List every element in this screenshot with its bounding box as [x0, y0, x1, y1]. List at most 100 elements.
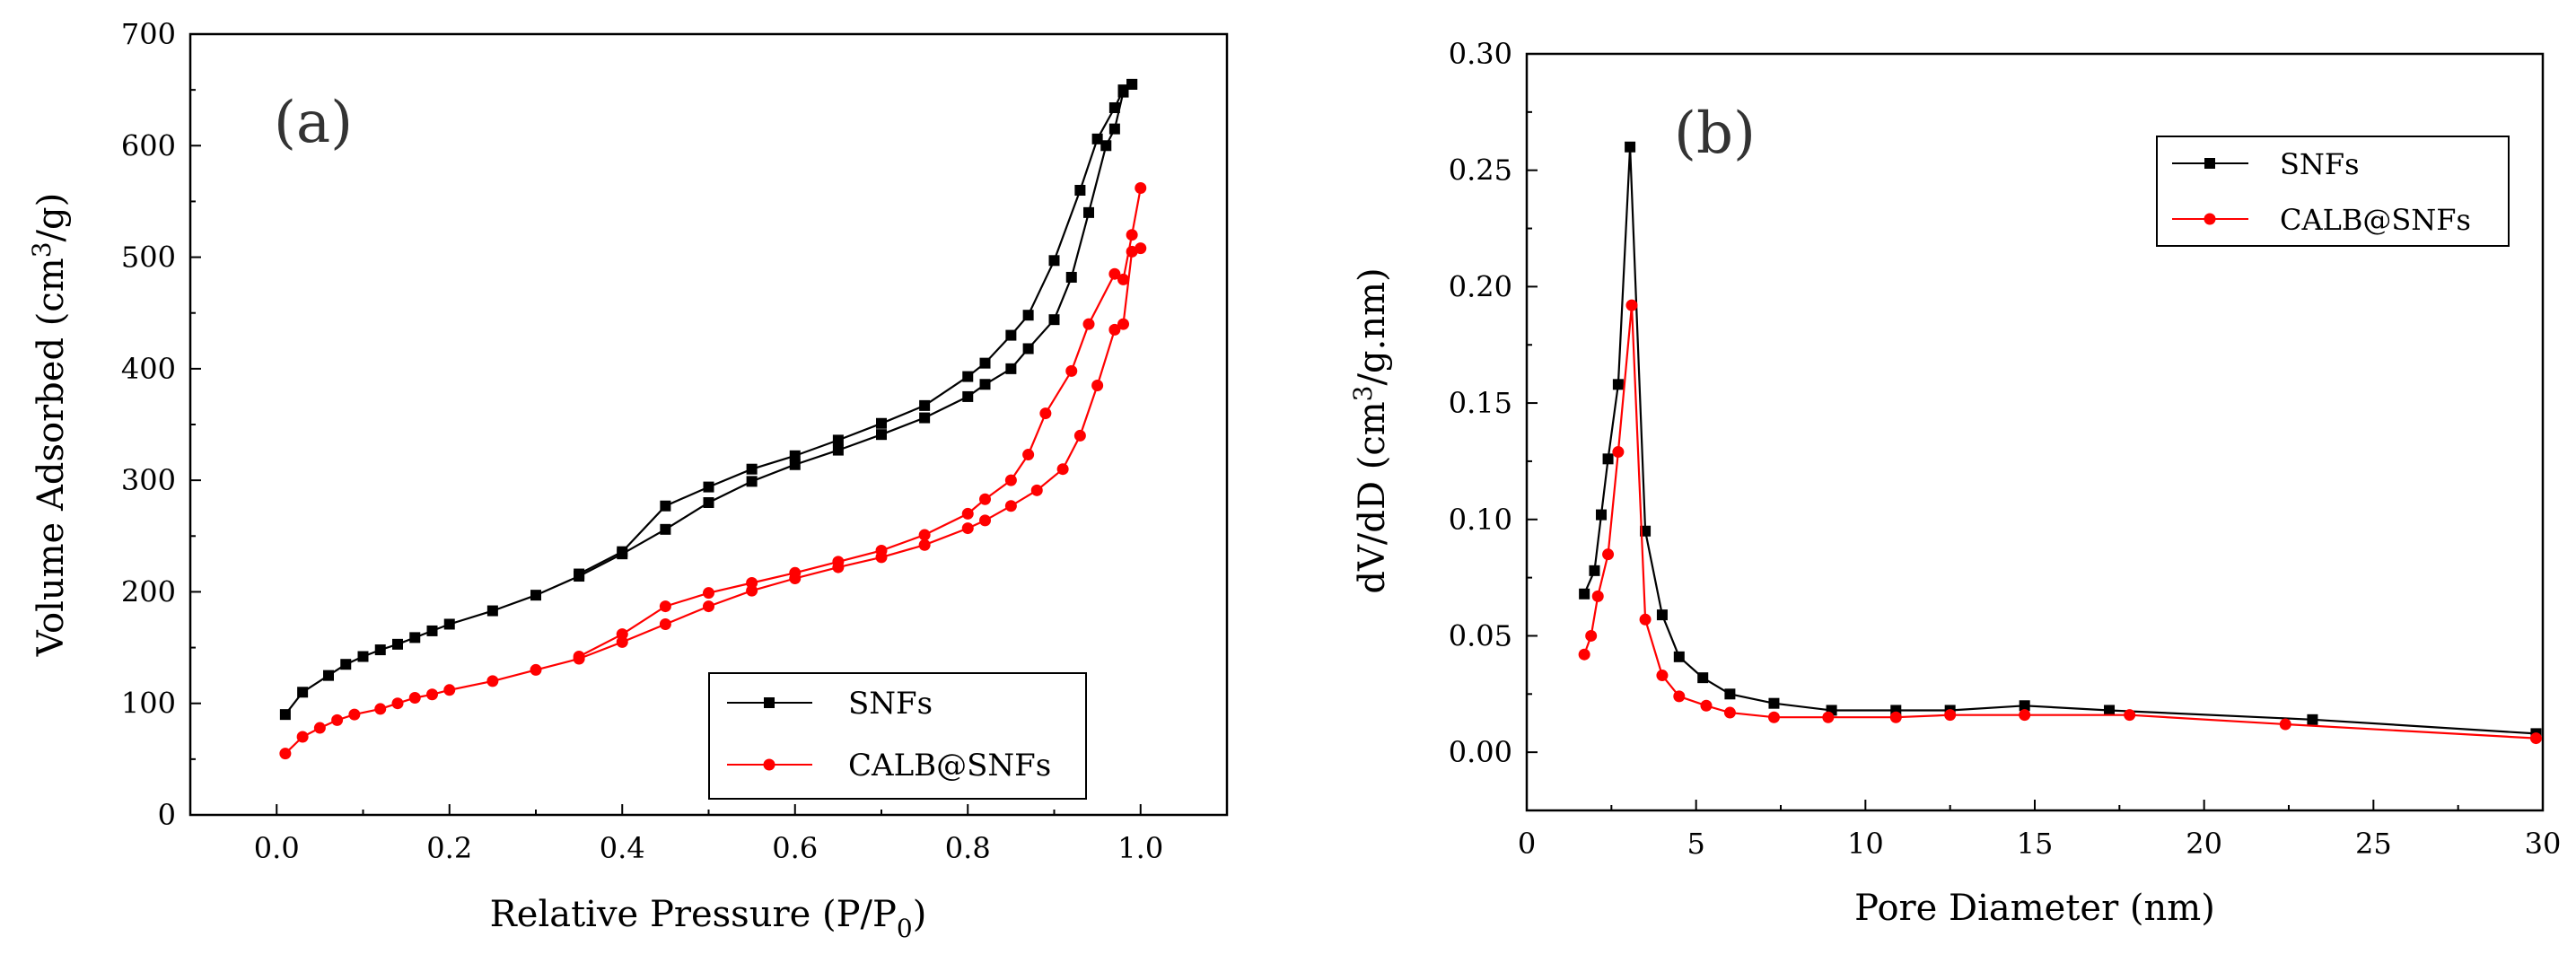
- data-point-calb-snfs: [348, 708, 361, 721]
- data-point-calb-snfs: [1578, 648, 1590, 661]
- panel-label: (a): [274, 90, 353, 156]
- data-point-snfs: [1108, 102, 1120, 114]
- data-point-calb-snfs: [1612, 446, 1625, 459]
- data-point-calb-snfs: [1117, 273, 1129, 285]
- data-point-calb-snfs: [918, 538, 931, 551]
- x-tick-label: 0.6: [772, 831, 818, 865]
- legend: SNFs CALB@SNFs: [2156, 136, 2510, 247]
- data-point-calb-snfs: [408, 692, 421, 704]
- y-axis-ticks: 0.00 0.05 0.10 0.15 0.20 0.25 0.30: [1449, 37, 1538, 769]
- data-point-snfs: [1005, 363, 1017, 374]
- data-point-calb-snfs: [1073, 429, 1086, 442]
- y-tick-label: 0.00: [1449, 735, 1512, 769]
- y-tick-label: 0.30: [1449, 37, 1512, 71]
- data-point-calb-snfs: [979, 514, 991, 527]
- data-point-snfs: [1673, 651, 1685, 662]
- data-point-snfs: [1022, 310, 1034, 321]
- data-point-calb-snfs: [1673, 690, 1686, 703]
- data-point-snfs: [1612, 379, 1624, 390]
- data-point-snfs: [392, 638, 403, 650]
- data-point-snfs: [1048, 314, 1060, 326]
- data-point-calb-snfs: [486, 675, 499, 687]
- data-point-snfs: [297, 687, 309, 698]
- data-point-snfs: [1602, 453, 1614, 465]
- data-point-calb-snfs: [789, 566, 802, 579]
- legend: SNFs CALB@SNFs: [708, 672, 1087, 800]
- legend-label-snfs: SNFs: [2280, 147, 2360, 181]
- data-point-calb-snfs: [426, 688, 438, 701]
- data-point-calb-snfs: [1091, 380, 1104, 391]
- data-point-calb-snfs: [1700, 699, 1713, 712]
- data-point-snfs: [979, 379, 991, 390]
- data-point-snfs: [1117, 84, 1129, 96]
- y-tick-label: 200: [121, 574, 176, 608]
- x-axis-label-main: Relative Pressure (P/P: [490, 894, 897, 935]
- y-tick-label: 600: [121, 128, 176, 162]
- legend-box: [2156, 136, 2510, 247]
- data-point-calb-snfs: [1591, 590, 1604, 602]
- data-point-calb-snfs: [1767, 711, 1780, 723]
- series-group: [1578, 141, 2542, 745]
- data-point-calb-snfs: [1944, 709, 1957, 722]
- y-tick-label: 0: [158, 798, 176, 832]
- data-point-calb-snfs: [918, 529, 931, 541]
- data-point-calb-snfs: [2019, 709, 2031, 722]
- legend-label-calb: CALB@SNFs: [2280, 203, 2471, 237]
- data-point-calb-snfs: [2124, 709, 2136, 722]
- data-point-calb-snfs: [1723, 706, 1736, 719]
- series-line-calb-snfs-curve: [1583, 304, 2537, 740]
- data-point-snfs: [789, 450, 801, 461]
- data-point-snfs: [409, 632, 421, 643]
- x-tick-label: 20: [2186, 827, 2222, 861]
- data-point-snfs: [746, 476, 758, 487]
- data-point-calb-snfs: [875, 544, 888, 556]
- data-point-calb-snfs: [616, 628, 628, 641]
- data-point-calb-snfs: [1039, 407, 1052, 420]
- chart-panel-b: 0 5 10 15 20 25 30 0.00 0.05 0.10 0.15 0.20 0.25 0.3…: [1348, 37, 2561, 929]
- x-axis-ticks: 0.0 0.2 0.4 0.6 0.8 1.0: [254, 804, 1163, 865]
- data-point-calb-snfs: [2529, 732, 2542, 745]
- data-point-calb-snfs: [573, 651, 585, 663]
- legend-marker-snfs: [2204, 158, 2215, 169]
- x-axis-label-subscript: 0: [897, 914, 913, 943]
- data-point-calb-snfs: [1135, 182, 1147, 195]
- x-tick-label: 25: [2355, 827, 2392, 861]
- data-point-snfs: [962, 371, 974, 382]
- x-tick-label: 30: [2525, 827, 2562, 861]
- data-point-calb-snfs: [961, 522, 974, 535]
- data-point-calb-snfs: [1030, 484, 1043, 496]
- series-group: [279, 78, 1147, 760]
- data-point-calb-snfs: [391, 697, 404, 710]
- data-point-snfs: [1108, 123, 1120, 135]
- x-tick-label: 0.4: [600, 831, 645, 865]
- data-point-snfs: [530, 590, 541, 601]
- y-axis-label: dV/dD (cm3/g.nm): [1348, 267, 1393, 593]
- data-point-snfs: [660, 500, 671, 512]
- data-point-calb-snfs: [1889, 711, 1902, 723]
- y-tick-label: 300: [121, 463, 176, 497]
- data-point-snfs: [1065, 271, 1077, 283]
- data-point-calb-snfs: [1082, 318, 1095, 330]
- data-point-snfs: [279, 709, 291, 721]
- y-axis-label: Volume Adsorbed (cm3/g): [27, 193, 72, 657]
- y-axis-label-superscript: 3: [1348, 385, 1378, 401]
- data-point-snfs: [374, 644, 386, 656]
- y-tick-label: 400: [121, 352, 176, 386]
- data-point-calb-snfs: [313, 722, 326, 734]
- data-point-snfs: [2307, 713, 2318, 725]
- data-point-calb-snfs: [961, 507, 974, 520]
- y-axis-label-main: Volume Adsorbed (cm: [31, 258, 72, 657]
- data-point-snfs: [1596, 509, 1608, 521]
- chart-panel-a: 0.0 0.2 0.4 0.6 0.8 1.0 0 100 200 300 400 500 600 70…: [27, 17, 1229, 943]
- y-tick-label: 100: [121, 687, 176, 721]
- data-point-calb-snfs: [1625, 299, 1638, 311]
- data-point-snfs: [832, 444, 844, 456]
- data-point-snfs: [1083, 206, 1094, 218]
- data-point-snfs: [2019, 700, 2030, 712]
- data-point-snfs: [1074, 185, 1086, 196]
- panel-label: (b): [1674, 101, 1756, 167]
- data-point-calb-snfs: [1639, 613, 1652, 626]
- y-tick-label: 0.10: [1449, 503, 1512, 537]
- y-axis-label-end: /g.nm): [1352, 267, 1393, 385]
